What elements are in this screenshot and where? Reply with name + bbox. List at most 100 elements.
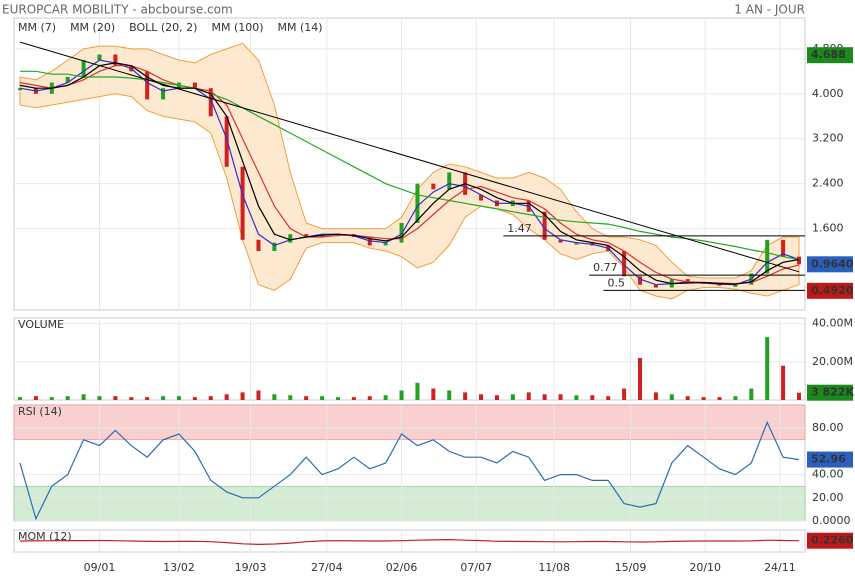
bar — [113, 396, 118, 400]
x-tick-label: 24/11 — [764, 561, 796, 574]
candle — [256, 239, 261, 252]
line — [19, 62, 800, 285]
bar — [701, 397, 706, 400]
candle — [81, 60, 86, 77]
period: 1 AN - JOUR — [734, 3, 805, 17]
value-marker — [807, 47, 853, 64]
bar — [494, 395, 499, 400]
bar — [224, 394, 229, 400]
bar — [272, 394, 277, 400]
bar — [510, 394, 515, 400]
candle — [145, 71, 150, 100]
bar — [463, 392, 468, 400]
bar — [685, 396, 690, 400]
candle — [288, 234, 293, 243]
bar — [447, 390, 452, 400]
y-tick-label: 40.00 — [812, 468, 844, 481]
candle — [415, 183, 420, 223]
bar — [351, 397, 356, 400]
candle — [479, 194, 484, 201]
x-tick-label: 11/08 — [538, 561, 570, 574]
y-tick-label: 80.00 — [812, 421, 844, 434]
candle — [733, 284, 738, 287]
y-tick-label: 3.200 — [812, 132, 844, 145]
value-marker-label: 3 822K — [811, 386, 854, 399]
x-tick-label: 07/07 — [460, 561, 492, 574]
bar — [415, 382, 420, 400]
candle — [558, 239, 563, 243]
line — [19, 59, 800, 286]
overbought-zone — [13, 404, 806, 441]
candle — [65, 76, 70, 83]
line — [19, 420, 800, 521]
bar — [717, 397, 722, 400]
value-marker-label: 0.4920 — [811, 284, 854, 297]
candle — [97, 54, 102, 61]
bar — [558, 394, 563, 400]
bollinger-band — [19, 42, 800, 300]
bar — [733, 396, 738, 400]
bar — [192, 397, 197, 400]
y-tick-label: 20.00 — [812, 491, 844, 504]
x-tick-label: 15/09 — [615, 561, 647, 574]
chart-title: EUROPCAR MOBILITY - abcbourse.com — [2, 3, 233, 17]
candle — [542, 211, 547, 240]
bar — [288, 395, 293, 400]
panel-title: VOLUME — [18, 318, 64, 331]
level-label: 0.5 — [607, 276, 625, 289]
candle — [685, 279, 690, 282]
level-label: 1.47 — [507, 222, 532, 235]
y-tick-label: 20.00M — [812, 355, 853, 368]
candle — [399, 222, 404, 243]
legend-entry: MM (7) — [18, 21, 56, 34]
legend-entry: MM (100) — [211, 21, 263, 34]
bar — [765, 337, 770, 400]
x-tick-label: 20/10 — [689, 561, 721, 574]
bar — [145, 397, 150, 400]
candle — [383, 242, 388, 246]
bar — [65, 396, 70, 400]
value-marker — [807, 532, 853, 549]
line — [19, 65, 800, 285]
value-marker — [807, 384, 853, 401]
candle — [240, 166, 245, 240]
y-tick-label: 4.000 — [812, 87, 844, 100]
value-marker — [807, 282, 853, 299]
bar — [653, 392, 658, 400]
bar — [669, 394, 674, 400]
candle — [224, 116, 229, 167]
bar — [367, 396, 372, 400]
panel-title: RSI (14) — [18, 405, 62, 418]
level-label: 0.77 — [593, 261, 618, 274]
candle — [447, 172, 452, 190]
x-tick-label: 02/06 — [386, 561, 418, 574]
bar — [797, 392, 801, 400]
candle — [18, 88, 22, 91]
bar — [431, 388, 436, 400]
bar — [399, 390, 404, 400]
candle — [272, 242, 277, 252]
value-marker-label: 0.2260 — [811, 534, 854, 547]
candle — [113, 54, 118, 66]
value-marker-label: 0.9640 — [811, 257, 854, 270]
bar — [304, 396, 309, 400]
candle — [765, 239, 770, 274]
bar — [590, 395, 595, 400]
bar — [749, 388, 754, 400]
y-tick-label: 1.600 — [812, 222, 844, 235]
panel-title: MOM (12) — [18, 530, 72, 543]
line — [19, 538, 800, 546]
bar — [781, 365, 786, 400]
x-tick-label: 13/02 — [163, 561, 195, 574]
bar — [638, 358, 643, 400]
y-tick-label: 40.00M — [812, 317, 853, 330]
x-tick-label: 09/01 — [84, 561, 116, 574]
value-marker — [807, 451, 853, 468]
candle — [208, 88, 213, 117]
bar — [622, 388, 627, 400]
panel-frame — [13, 17, 806, 311]
candle — [781, 239, 786, 257]
bar — [542, 394, 547, 400]
candle — [161, 88, 166, 100]
bar — [335, 397, 340, 400]
